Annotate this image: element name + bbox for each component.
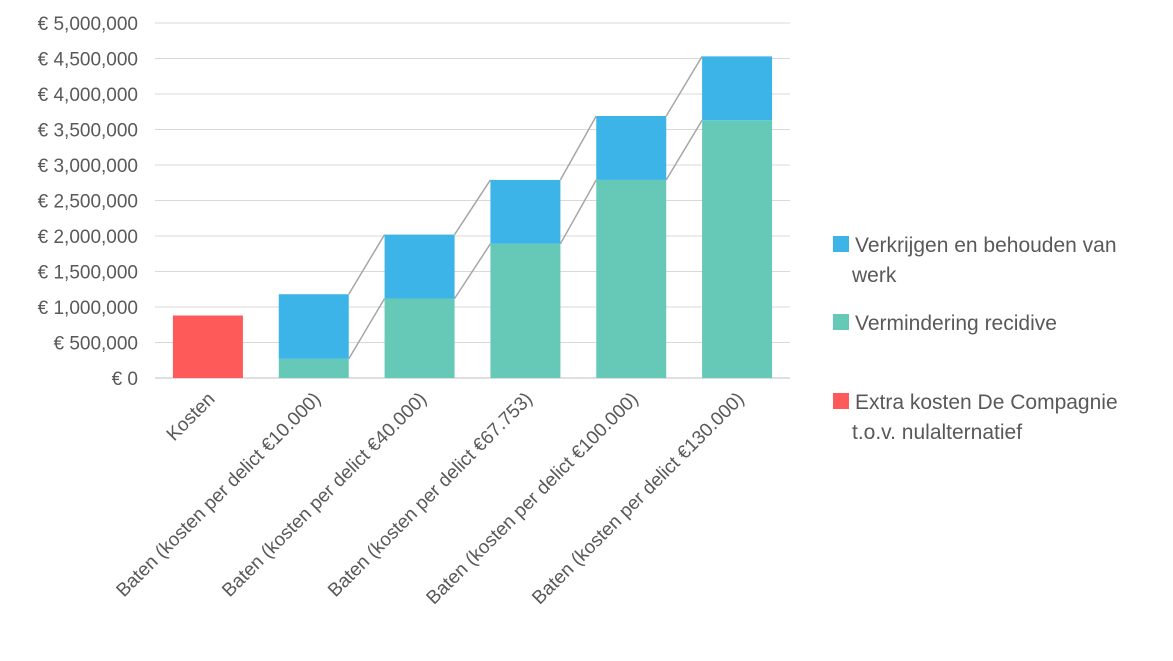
bar-segment	[702, 120, 773, 379]
legend-swatch	[833, 314, 849, 330]
y-tick-label: € 3,500,000	[38, 121, 138, 142]
connector-line	[453, 179, 492, 235]
bar-segment	[596, 179, 667, 378]
y-tick-label: € 5,000,000	[38, 14, 138, 35]
legend-label: Extra kosten De Compagnie	[855, 391, 1118, 414]
connector-line	[559, 115, 597, 181]
bar-segment	[702, 56, 773, 121]
legend-swatch	[833, 393, 849, 409]
x-tick-label: Baten (kosten per delict €10.000)	[113, 389, 326, 602]
legend-label: Verkrijgen en behouden van	[855, 234, 1117, 257]
y-tick-label: € 4,000,000	[38, 85, 138, 106]
x-tick-label: Kosten	[163, 389, 220, 446]
y-tick-label: € 3,000,000	[38, 156, 138, 177]
y-tick-label: € 500,000	[53, 334, 138, 355]
connector-lines	[348, 55, 703, 360]
legend-label: werk	[851, 264, 897, 287]
gridlines	[155, 22, 790, 379]
bar-segment	[490, 243, 561, 378]
bar-segment	[278, 294, 349, 359]
legend-label: t.o.v. nulalternatief	[852, 421, 1022, 444]
connector-line	[665, 55, 703, 117]
y-tick-label: € 1,500,000	[38, 263, 138, 284]
x-tick-label: Baten (kosten per delict €67.753)	[324, 389, 537, 602]
connector-line	[348, 298, 386, 360]
legend-swatch	[833, 236, 849, 252]
bar-segment	[172, 315, 243, 378]
x-tick-label: Baten (kosten per delict €100.000)	[423, 389, 643, 609]
y-tick-label: € 4,500,000	[38, 50, 138, 71]
y-tick-label: € 0	[112, 369, 138, 390]
y-tick-label: € 2,500,000	[38, 192, 138, 213]
connector-line	[348, 234, 386, 295]
bar-segment	[490, 179, 561, 244]
y-tick-label: € 2,000,000	[38, 227, 138, 248]
x-tick-label: Baten (kosten per delict €40.000)	[218, 389, 431, 602]
connector-line	[665, 119, 703, 181]
bar-segment	[278, 358, 349, 378]
connector-line	[559, 179, 597, 245]
x-tick-label: Baten (kosten per delict €130.000)	[528, 389, 748, 609]
connector-line	[453, 243, 492, 299]
y-tick-label: € 1,000,000	[38, 298, 138, 319]
legend-label: Vermindering recidive	[855, 312, 1057, 335]
bar-segment	[384, 298, 455, 378]
bar-segment	[384, 234, 455, 299]
legend: Verkrijgen en behouden van werk Verminderi…	[833, 234, 1118, 444]
bars	[172, 56, 773, 379]
bar-segment	[596, 116, 667, 180]
